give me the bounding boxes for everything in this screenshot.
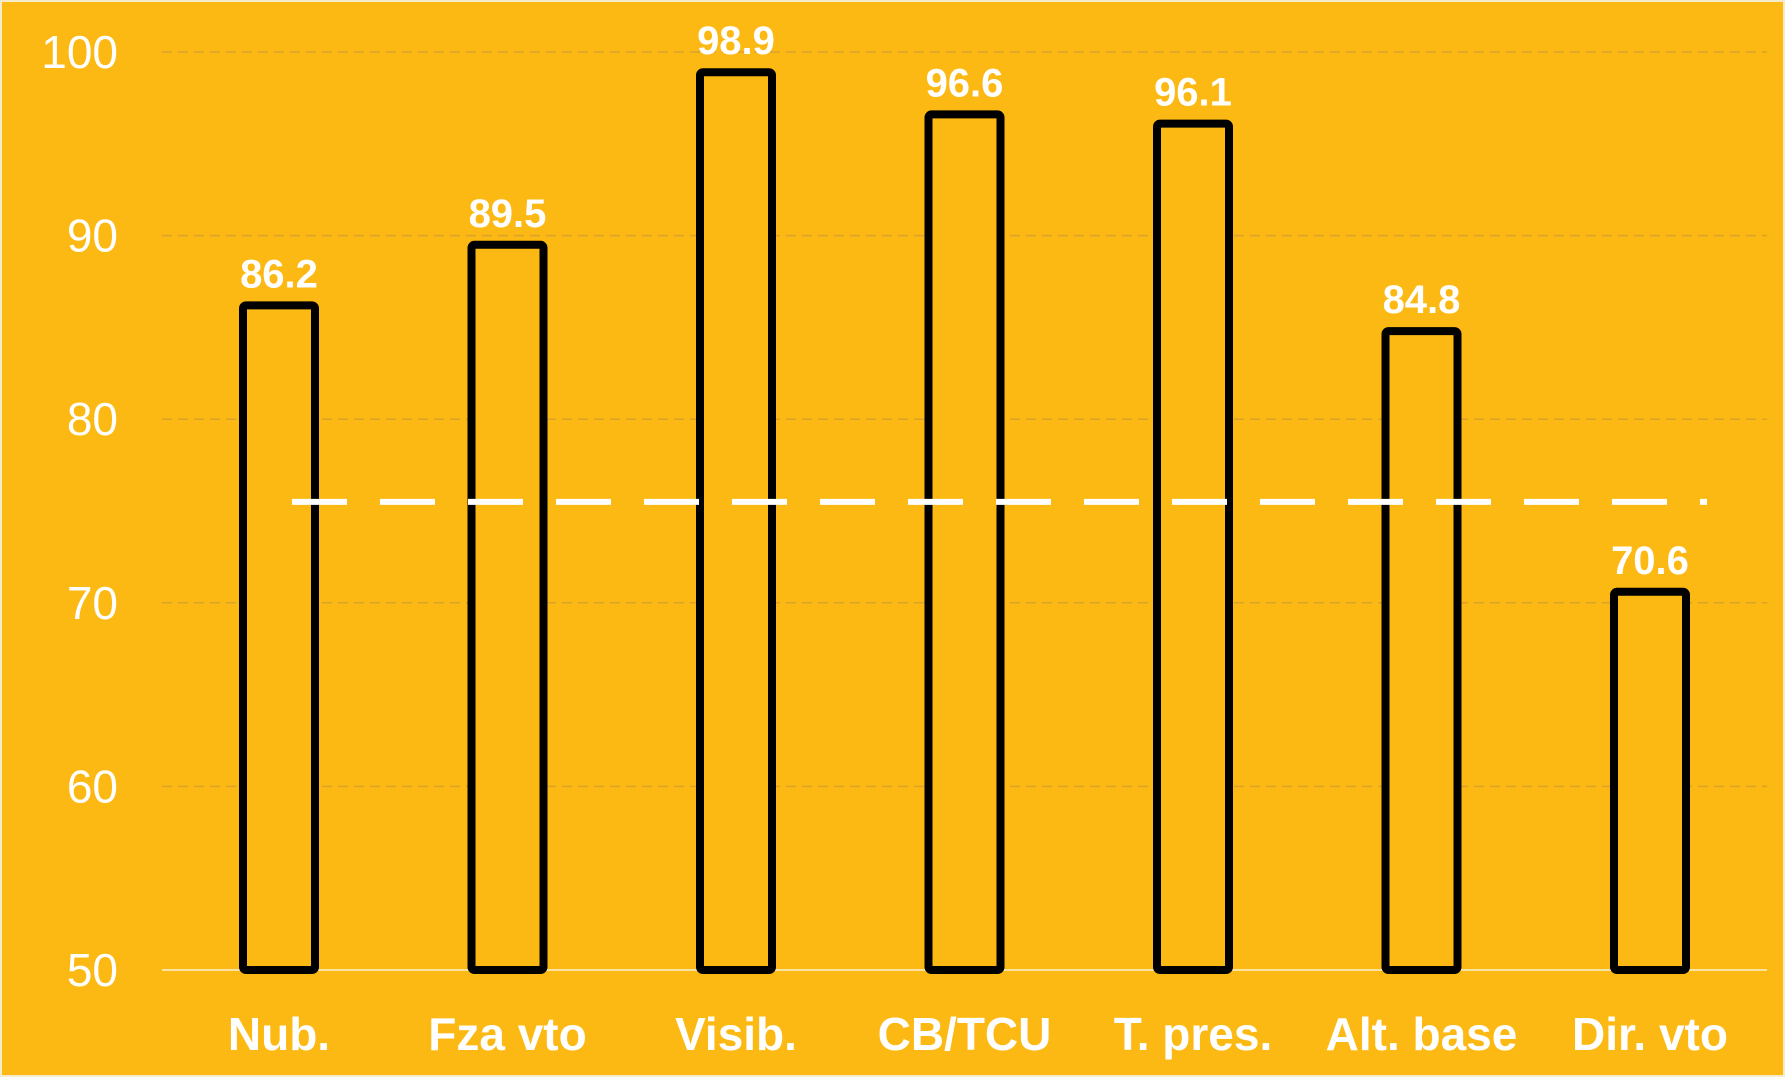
y-tick-label: 60 xyxy=(67,760,118,812)
x-tick-label: T. pres. xyxy=(1114,1008,1273,1060)
bar-visib xyxy=(696,68,776,975)
bar-t-pres xyxy=(1153,119,1233,974)
x-tick-label: Fza vto xyxy=(428,1008,586,1060)
data-label: 98.9 xyxy=(697,19,775,63)
x-tick-label: Dir. vto xyxy=(1572,1008,1728,1060)
y-tick-label: 100 xyxy=(41,26,118,78)
x-tick-label: CB/TCU xyxy=(878,1008,1052,1060)
bar-fza-vto xyxy=(467,240,548,974)
bar-nub xyxy=(239,301,319,975)
x-tick-label: Nub. xyxy=(228,1008,330,1060)
data-label: 70.6 xyxy=(1611,539,1689,583)
bar-alt-base xyxy=(1381,327,1462,974)
x-tick-label: Visib. xyxy=(675,1008,797,1060)
data-label: 96.1 xyxy=(1154,71,1232,115)
y-tick-label: 80 xyxy=(67,393,118,445)
bar-cb-tcu xyxy=(924,110,1005,974)
y-tick-label: 70 xyxy=(67,577,118,629)
data-label: 96.6 xyxy=(926,61,1004,105)
bar-dir-vto xyxy=(1610,587,1690,974)
y-tick-label: 50 xyxy=(67,944,118,996)
y-tick-label: 90 xyxy=(67,210,118,262)
data-label: 84.8 xyxy=(1383,278,1461,322)
data-label: 89.5 xyxy=(469,192,547,236)
x-tick-label: Alt. base xyxy=(1326,1008,1518,1060)
data-label: 86.2 xyxy=(240,252,318,296)
